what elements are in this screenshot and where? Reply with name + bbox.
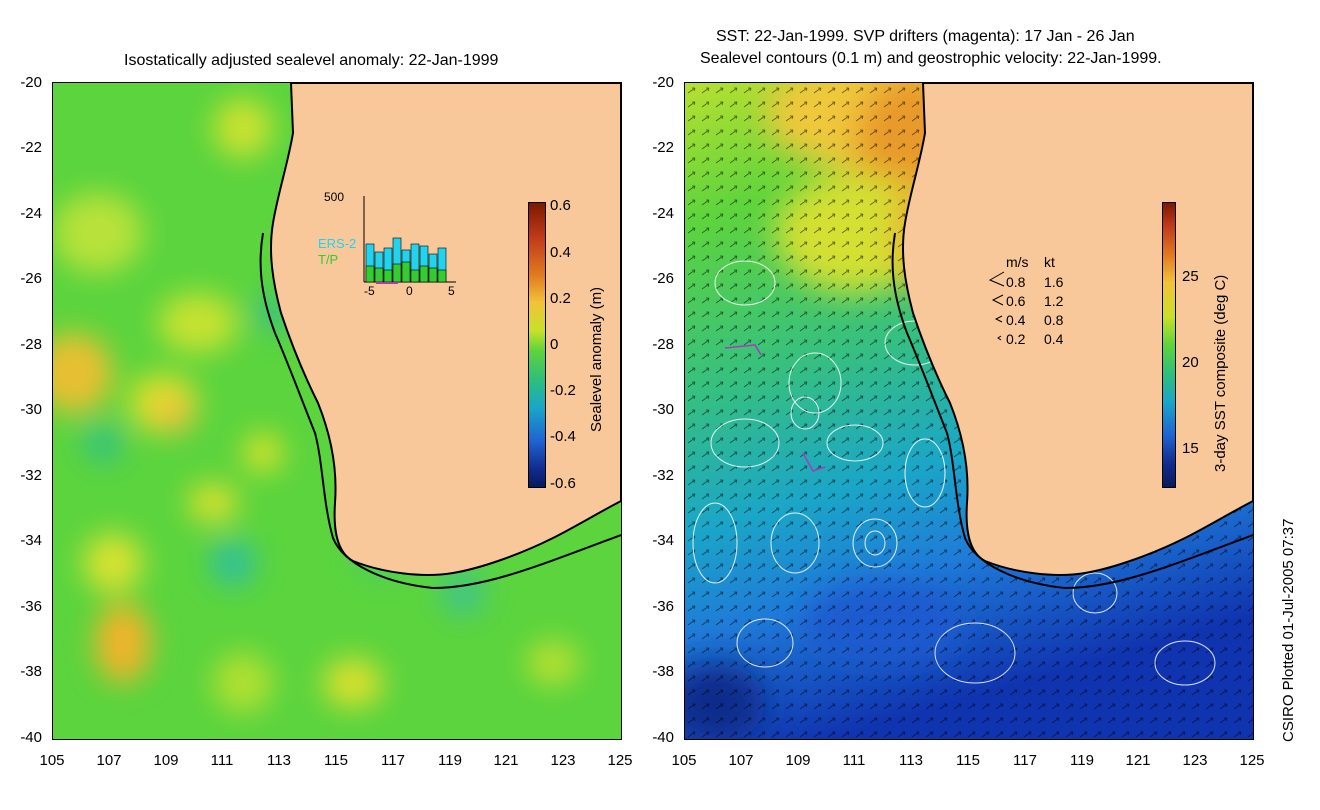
left-x-tick: 111	[210, 752, 234, 769]
right-y-tick: -36	[652, 598, 674, 615]
right-x-tick: 113	[899, 752, 923, 769]
sealevel-cbar-tick: -0.2	[550, 382, 576, 399]
left-x-tick: 121	[493, 752, 519, 769]
right-panel-title-line2: Sealevel contours (0.1 m) and geostrophi…	[700, 50, 1162, 67]
sst-colorbar	[1162, 202, 1176, 488]
velocity-legend-kt: 0.4	[1044, 331, 1064, 347]
right-y-tick: -32	[652, 467, 674, 484]
inset-x-tick: -5	[364, 284, 375, 298]
sealevel-cbar-tick: 0	[550, 336, 559, 353]
left-y-tick: -26	[20, 270, 42, 287]
right-x-tick: 117	[1013, 752, 1037, 769]
right-x-tick: 105	[671, 752, 697, 769]
sealevel-map	[52, 82, 622, 740]
sealevel-colorbar	[528, 202, 546, 488]
velocity-legend-kt: 1.6	[1044, 274, 1064, 290]
inset-y-max: 500	[324, 190, 345, 204]
right-y-tick: -40	[652, 729, 674, 746]
right-x-tick: 119	[1070, 752, 1094, 769]
right-y-tick: -34	[652, 532, 674, 549]
plot-credit: CSIRO Plotted 01-Jul-2005 07:37	[1280, 518, 1297, 742]
left-y-tick: -36	[20, 598, 42, 615]
left-panel-title: Isostatically adjusted sealevel anomaly:…	[124, 52, 499, 69]
left-y-tick: -32	[20, 467, 42, 484]
sst-cbar-label: 3-day SST composite (deg C)	[1212, 274, 1229, 472]
right-panel-title-line1: SST: 22-Jan-1999. SVP drifters (magenta)…	[716, 28, 1135, 45]
sst-cbar-tick: 20	[1182, 354, 1199, 371]
sealevel-cbar-tick: -0.6	[550, 475, 576, 492]
right-y-tick: -38	[652, 663, 674, 680]
right-y-tick: -26	[652, 270, 674, 287]
right-x-tick: 125	[1239, 752, 1265, 769]
velocity-legend-ms: 0.6	[1006, 293, 1026, 309]
right-x-tick: 107	[728, 752, 754, 769]
inset-x-tick: 0	[406, 284, 413, 298]
left-x-tick: 125	[607, 752, 633, 769]
left-x-tick: 107	[96, 752, 122, 769]
left-x-tick: 117	[381, 752, 405, 769]
left-x-tick: 123	[550, 752, 576, 769]
sst-map	[684, 82, 1254, 740]
right-x-tick: 121	[1125, 752, 1151, 769]
right-x-tick: 115	[956, 752, 980, 769]
left-x-tick: 119	[438, 752, 462, 769]
inset-x-tick: 5	[448, 284, 455, 298]
inset-legend-tp: T/P	[318, 252, 339, 267]
velocity-legend: m/s kt 0.8 1.6 0.6 1.2 0.4 0.8 0.2 0.4	[988, 254, 1078, 350]
right-y-tick: -30	[652, 401, 674, 418]
velocity-legend-header-kt: kt	[1044, 254, 1055, 270]
observation-histogram-inset: 500 ERS-2 T/P -5 0 5	[318, 190, 458, 300]
right-x-tick: 123	[1182, 752, 1208, 769]
right-y-tick: -24	[652, 205, 674, 222]
left-x-tick: 109	[153, 752, 179, 769]
velocity-legend-kt: 1.2	[1044, 293, 1064, 309]
right-y-tick: -22	[652, 139, 674, 156]
sealevel-cbar-tick: 0.6	[550, 197, 571, 214]
left-y-tick: -40	[20, 729, 42, 746]
right-x-tick: 111	[842, 752, 866, 769]
left-x-tick: 115	[324, 752, 348, 769]
sealevel-cbar-label: Sealevel anomaly (m)	[588, 286, 605, 432]
sst-cbar-tick: 25	[1182, 268, 1199, 285]
right-x-tick: 109	[785, 752, 811, 769]
left-y-tick: -30	[20, 401, 42, 418]
velocity-legend-ms: 0.4	[1006, 312, 1026, 328]
left-y-tick: -20	[20, 74, 42, 91]
velocity-legend-header-ms: m/s	[1006, 254, 1029, 270]
left-y-tick: -24	[20, 205, 42, 222]
sst-cbar-tick: 15	[1182, 440, 1199, 457]
left-y-tick: -34	[20, 532, 42, 549]
left-y-tick: -38	[20, 663, 42, 680]
sealevel-cbar-tick: 0.2	[550, 290, 571, 307]
left-y-tick: -28	[20, 336, 42, 353]
velocity-legend-kt: 0.8	[1044, 312, 1064, 328]
velocity-legend-ms: 0.8	[1006, 274, 1026, 290]
left-x-tick: 105	[39, 752, 65, 769]
right-y-tick: -28	[652, 336, 674, 353]
left-y-tick: -22	[20, 139, 42, 156]
sealevel-cbar-tick: -0.4	[550, 428, 576, 445]
left-x-tick: 113	[267, 752, 291, 769]
inset-legend-ers2: ERS-2	[318, 236, 357, 251]
right-y-tick: -20	[652, 74, 674, 91]
velocity-legend-ms: 0.2	[1006, 331, 1026, 347]
sealevel-cbar-tick: 0.4	[550, 244, 571, 261]
